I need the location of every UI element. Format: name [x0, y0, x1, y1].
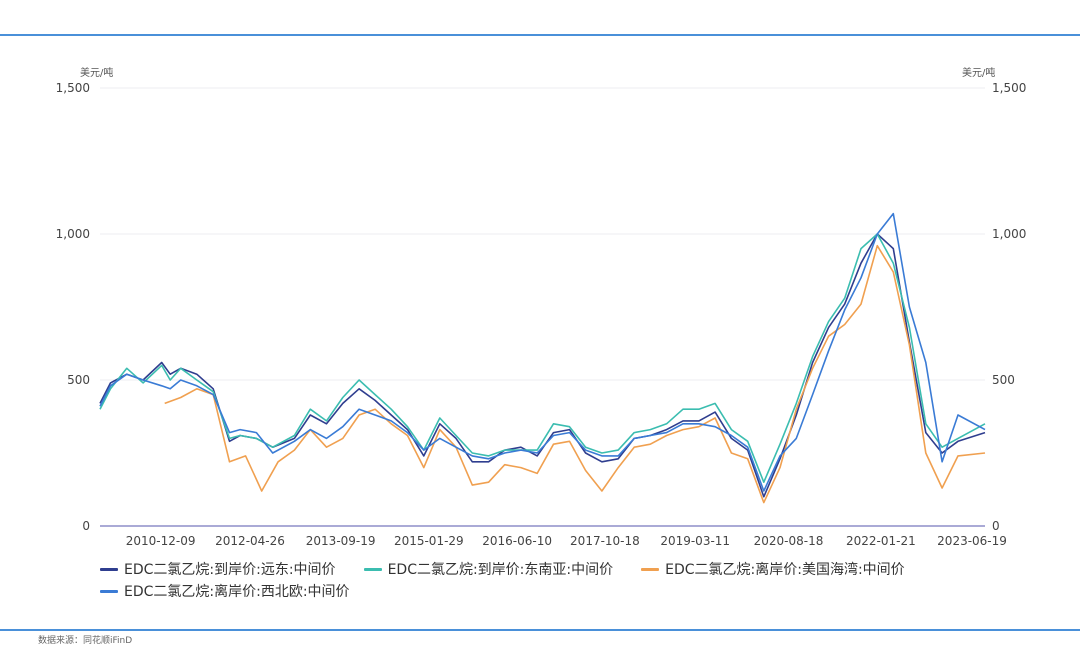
legend-item-2[interactable]: EDC二氯乙烷:到岸价:东南亚:中间价: [363, 558, 614, 580]
legend: EDC二氯乙烷:到岸价:远东:中间价 EDC二氯乙烷:到岸价:东南亚:中间价 EDC…: [100, 558, 1000, 602]
grid-layer: [100, 87, 985, 527]
legend-label: EDC二氯乙烷:离岸价:西北欧:中间价: [124, 584, 350, 600]
y-tick-label-left: 1,000: [56, 227, 90, 241]
legend-swatch: [100, 567, 118, 571]
x-tick-label: 2019-03-11: [660, 534, 730, 548]
y-tick-label-left: 1,500: [56, 81, 90, 95]
y-tick-label-right: 500: [992, 373, 1015, 387]
y-unit-right: 美元/吨: [962, 66, 995, 79]
x-tick-label: 2012-04-26: [215, 534, 285, 548]
x-tick-label: 2022-01-21: [846, 534, 916, 548]
legend-label: EDC二氯乙烷:到岸价:远东:中间价: [124, 562, 336, 578]
x-tick-label: 2016-06-10: [482, 534, 552, 548]
y-tick-label-left: 500: [67, 373, 90, 387]
legend-label: EDC二氯乙烷:到岸价:东南亚:中间价: [387, 562, 614, 578]
bottom-rule: [0, 629, 1080, 631]
series-line-4: [99, 212, 986, 492]
legend-swatch: [363, 567, 382, 571]
x-tick-label: 2020-08-18: [754, 534, 824, 548]
y-tick-label-right: 1,000: [992, 227, 1026, 241]
y-tick-label-right: 0: [992, 519, 1000, 533]
series-line-2: [99, 233, 986, 484]
x-tick-label: 2017-10-18: [570, 534, 640, 548]
series-layer: [99, 212, 986, 504]
y-tick-layer: 0 0 500 500 1,000 1,000 1,500 1,500: [56, 81, 1027, 533]
x-tick-label: 2013-09-19: [306, 534, 376, 548]
legend-swatch: [100, 589, 118, 593]
y-tick-label-right: 1,500: [992, 81, 1026, 95]
legend-label: EDC二氯乙烷:离岸价:美国海湾:中间价: [665, 562, 905, 578]
y-unit-left: 美元/吨: [80, 66, 113, 79]
x-tick-label: 2023-06-19: [937, 534, 1007, 548]
top-rule: [0, 34, 1080, 36]
x-tick-label: 2010-12-09: [126, 534, 196, 548]
source-text: 数据来源：同花顺iFinD: [38, 636, 133, 646]
legend-swatch: [641, 567, 660, 571]
legend-item-3[interactable]: EDC二氯乙烷:离岸价:美国海湾:中间价: [641, 558, 905, 580]
legend-item-1[interactable]: EDC二氯乙烷:到岸价:远东:中间价: [100, 558, 336, 580]
legend-item-4[interactable]: EDC二氯乙烷:离岸价:西北欧:中间价: [100, 580, 350, 602]
series-line-3: [164, 244, 986, 504]
x-tick-label: 2015-01-29: [394, 534, 464, 548]
x-tick-layer: 2010-12-09 2012-04-26 2013-09-19 2015-01-29…: [126, 534, 1007, 548]
y-tick-label-left: 0: [82, 519, 90, 533]
line-chart: 美元/吨 美元/吨 0 0 500 500 1,000 1,000 1,500 1,500 2…: [56, 66, 1027, 548]
